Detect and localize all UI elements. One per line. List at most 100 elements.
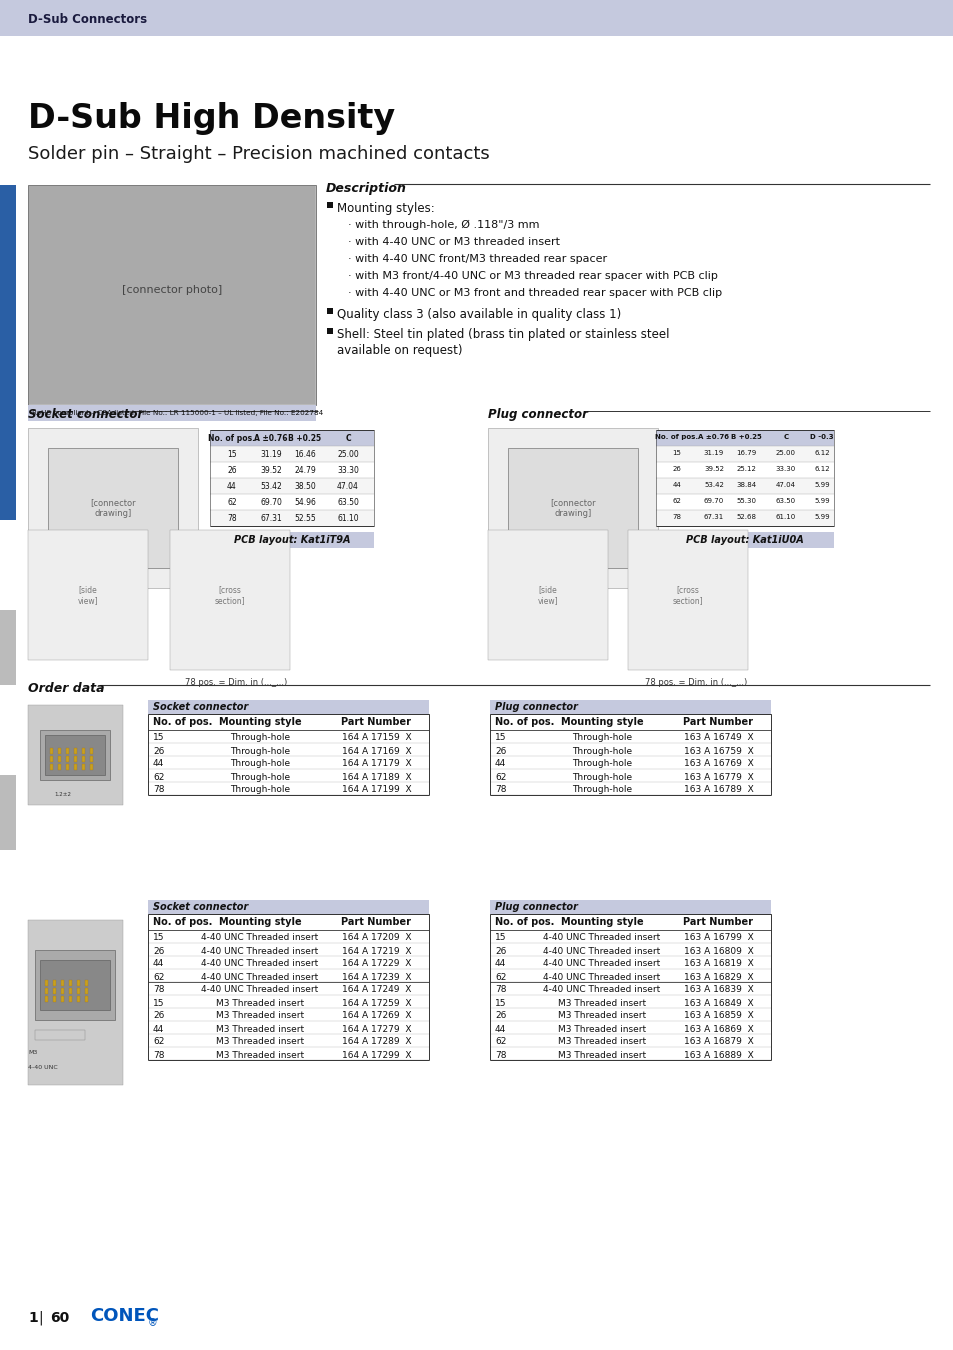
Bar: [45, 996, 48, 1002]
Text: Part Number: Part Number: [341, 717, 411, 728]
Text: 4-40 UNC Threaded insert: 4-40 UNC Threaded insert: [543, 933, 659, 942]
Text: 4-40 UNC Threaded insert: 4-40 UNC Threaded insert: [201, 972, 318, 981]
Text: 78: 78: [152, 1050, 164, 1060]
Text: 25.00: 25.00: [775, 450, 795, 456]
Text: M3: M3: [28, 1050, 37, 1054]
Text: [connector
drawing]: [connector drawing]: [550, 498, 596, 517]
Bar: [210, 510, 374, 526]
Text: 4-40 UNC Threaded insert: 4-40 UNC Threaded insert: [543, 986, 659, 995]
Text: M3 Threaded insert: M3 Threaded insert: [215, 1050, 304, 1060]
Text: 164 A 17289  X: 164 A 17289 X: [341, 1038, 411, 1046]
Bar: [90, 756, 92, 761]
Bar: [82, 756, 85, 761]
Text: 26: 26: [495, 747, 506, 756]
Text: M3 Threaded insert: M3 Threaded insert: [215, 1038, 304, 1046]
Text: 4-40 UNC: 4-40 UNC: [28, 1065, 58, 1071]
Text: [side
view]: [side view]: [537, 586, 558, 605]
Bar: [490, 914, 770, 930]
Text: |: |: [38, 1311, 43, 1326]
Bar: [82, 748, 85, 755]
Text: No. of pos.: No. of pos.: [152, 717, 213, 728]
Text: 164 A 17239  X: 164 A 17239 X: [341, 972, 411, 981]
Text: Mounting style: Mounting style: [560, 717, 642, 728]
Text: 78: 78: [152, 986, 164, 995]
Bar: [170, 531, 290, 670]
Text: [cross
section]: [cross section]: [672, 586, 702, 605]
Bar: [58, 756, 61, 761]
Text: 164 A 17249  X: 164 A 17249 X: [341, 986, 411, 995]
Bar: [85, 996, 88, 1002]
Text: 44: 44: [152, 960, 164, 968]
Text: 24.79: 24.79: [294, 466, 315, 475]
Text: 6.12: 6.12: [813, 466, 829, 472]
Text: · with through-hole, Ø .118"/3 mm: · with through-hole, Ø .118"/3 mm: [348, 220, 539, 231]
Text: PCB layout: Kat1iT9A: PCB layout: Kat1iT9A: [233, 535, 350, 545]
Text: 26: 26: [152, 946, 164, 956]
Text: B +0.25: B +0.25: [288, 433, 321, 443]
Text: 60: 60: [50, 1311, 70, 1324]
Bar: [0, 610, 16, 684]
Text: 33.30: 33.30: [336, 466, 358, 475]
Text: 1.2±2: 1.2±2: [54, 792, 71, 796]
Bar: [35, 1030, 85, 1040]
Text: Part Number: Part Number: [682, 917, 753, 927]
Text: 61.10: 61.10: [336, 514, 358, 522]
Text: M3 Threaded insert: M3 Threaded insert: [215, 1011, 304, 1021]
Text: 61.10: 61.10: [775, 514, 796, 520]
Text: 39.52: 39.52: [260, 466, 281, 475]
Bar: [0, 185, 16, 520]
Text: CONEC: CONEC: [90, 1307, 159, 1324]
Text: 26: 26: [672, 466, 680, 472]
Bar: [50, 764, 53, 769]
Text: 163 A 16769  X: 163 A 16769 X: [683, 760, 753, 768]
Bar: [210, 462, 374, 478]
Text: 38.50: 38.50: [294, 482, 315, 491]
Text: Through-hole: Through-hole: [572, 733, 632, 743]
Bar: [69, 988, 71, 994]
Text: Mounting style: Mounting style: [218, 917, 301, 927]
Bar: [507, 448, 638, 568]
Bar: [82, 764, 85, 769]
Bar: [490, 900, 770, 914]
Bar: [53, 980, 56, 986]
Text: [connector photo]: [connector photo]: [122, 285, 222, 296]
Bar: [210, 431, 374, 446]
Text: 5.99: 5.99: [813, 482, 829, 487]
Text: Quality class 3 (also available in quality class 1): Quality class 3 (also available in quali…: [336, 308, 620, 321]
Bar: [48, 448, 178, 568]
Text: 163 A 16799  X: 163 A 16799 X: [683, 933, 753, 942]
Text: 163 A 16879  X: 163 A 16879 X: [683, 1038, 753, 1046]
Text: 62: 62: [152, 1038, 164, 1046]
Text: 44: 44: [152, 760, 164, 768]
Bar: [656, 478, 833, 494]
Text: 44: 44: [152, 1025, 164, 1034]
Text: C: C: [782, 433, 788, 440]
Text: 47.04: 47.04: [775, 482, 795, 487]
Bar: [74, 764, 77, 769]
Text: M3 Threaded insert: M3 Threaded insert: [215, 999, 304, 1007]
Text: 163 A 16759  X: 163 A 16759 X: [683, 747, 753, 756]
Bar: [327, 202, 333, 208]
Text: Plug connector: Plug connector: [488, 408, 587, 421]
Bar: [74, 756, 77, 761]
Text: No. of pos.: No. of pos.: [209, 433, 255, 443]
Bar: [45, 734, 105, 775]
Text: 47.04: 47.04: [336, 482, 358, 491]
Text: ®: ®: [148, 1318, 157, 1328]
Text: Description: Description: [326, 182, 406, 194]
Text: 44: 44: [672, 482, 680, 487]
Text: 164 A 17199  X: 164 A 17199 X: [341, 786, 411, 795]
Text: 164 A 17269  X: 164 A 17269 X: [341, 1011, 411, 1021]
Text: 78: 78: [152, 786, 164, 795]
Bar: [28, 428, 198, 589]
Bar: [61, 996, 64, 1002]
Bar: [656, 494, 833, 510]
Text: 44: 44: [495, 1025, 506, 1034]
Text: Socket connector: Socket connector: [152, 902, 248, 913]
Text: M3 Threaded insert: M3 Threaded insert: [215, 1025, 304, 1034]
Text: Through-hole: Through-hole: [230, 733, 290, 743]
Text: Through-hole: Through-hole: [230, 760, 290, 768]
Text: 163 A 16819  X: 163 A 16819 X: [683, 960, 753, 968]
Text: 163 A 16869  X: 163 A 16869 X: [683, 1025, 753, 1034]
Bar: [488, 531, 607, 660]
